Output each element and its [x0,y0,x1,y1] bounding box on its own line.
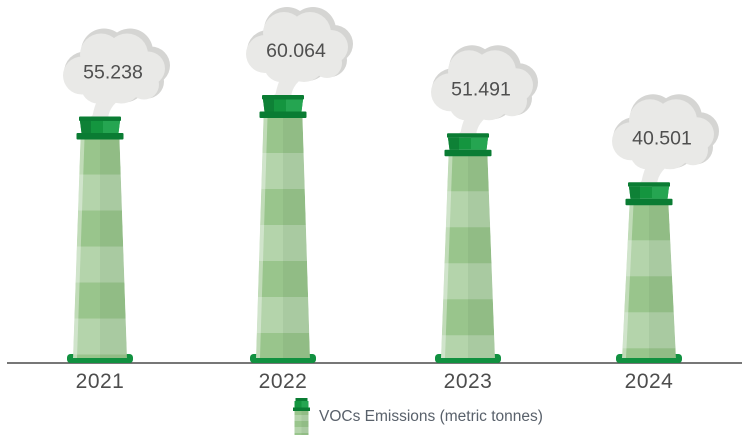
x-axis-label-2023: 2023 [443,370,493,393]
legend: VOCs Emissions (metric tonnes) [293,398,543,435]
chimney-2024: 40.501 [612,94,719,363]
chimney-body [441,155,495,358]
chimney-body [256,117,310,358]
emission-value-2022: 60.064 [266,40,326,62]
emission-value-2021: 55.238 [83,62,143,84]
x-axis-label-2021: 2021 [75,370,125,393]
chart-series: 55.238 60.064 51.491 40.501 [63,7,719,363]
emission-value-2023: 51.491 [451,78,511,100]
smoke-cloud [612,94,719,188]
chimney-cap [625,182,673,206]
chimney-cap [259,95,307,118]
emission-value-2024: 40.501 [632,127,692,149]
chimney-2021: 55.238 [63,28,170,363]
chimney-2023: 51.491 [431,45,538,363]
legend-chimney-icon [293,398,310,435]
x-axis-label-2024: 2024 [624,370,674,393]
x-axis-label-2022: 2022 [258,370,308,393]
chimney-body [73,138,127,358]
chimney-body [622,204,676,358]
chimney-2022: 60.064 [246,7,353,363]
smoke-cloud [246,7,353,100]
chimney-cap [444,133,492,157]
legend-label: VOCs Emissions (metric tonnes) [319,407,543,425]
chimney-cap [76,116,124,140]
smoke-cloud [63,28,170,122]
